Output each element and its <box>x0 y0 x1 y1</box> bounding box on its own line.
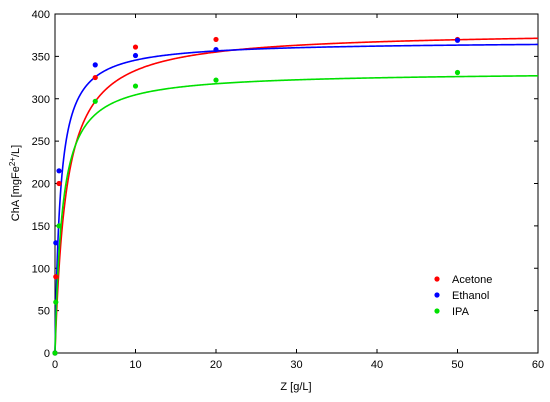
data-point-ethanol <box>213 46 219 53</box>
data-point-ethanol <box>92 62 98 68</box>
legend-marker-ethanol <box>434 292 440 298</box>
data-point-acetone <box>53 274 59 280</box>
data-point-ethanol <box>454 37 461 43</box>
fit-curves <box>54 37 539 353</box>
data-point-ipa <box>92 98 98 104</box>
data-point-ipa <box>454 69 461 76</box>
x-tick-label: 40 <box>371 359 383 371</box>
data-point-ipa <box>52 350 58 356</box>
legend: Acetone Ethanol IPA <box>434 274 492 318</box>
y-tick-label: 100 <box>32 263 50 275</box>
legend-marker-ipa <box>434 308 440 314</box>
y-tick-label: 250 <box>32 136 50 148</box>
data-point-acetone <box>132 44 139 50</box>
data-point-ethanol <box>132 52 139 59</box>
y-tick-label: 0 <box>44 348 50 360</box>
legend-marker-acetone <box>434 276 440 282</box>
y-tick-label: 300 <box>32 94 50 106</box>
data-point-ipa <box>213 77 219 83</box>
plot-frame <box>54 13 539 354</box>
data-point-ipa <box>53 299 59 305</box>
fit-curve-ethanol <box>54 43 539 353</box>
data-point-ethanol <box>53 240 59 246</box>
x-axis-title: Z [g/L] <box>280 381 311 393</box>
y-axis-title: ChA [mgFe2+/L] <box>8 145 22 221</box>
data-points <box>52 36 461 356</box>
x-tick-label: 10 <box>129 359 141 371</box>
legend-label-ipa: IPA <box>452 306 470 318</box>
x-tick-label: 0 <box>52 359 58 371</box>
data-point-acetone <box>92 74 98 81</box>
data-point-acetone <box>213 36 219 43</box>
y-tick-label: 200 <box>32 179 50 191</box>
legend-label-ethanol: Ethanol <box>452 290 489 302</box>
y-tick-label: 50 <box>38 306 50 318</box>
data-point-acetone <box>56 180 62 187</box>
fit-curve-ipa <box>54 74 539 353</box>
x-tick-label: 30 <box>290 359 302 371</box>
x-tick-label: 50 <box>451 359 463 371</box>
x-tick-label: 20 <box>210 359 222 371</box>
data-point-ethanol <box>56 168 62 174</box>
legend-label-acetone: Acetone <box>452 274 492 286</box>
y-tick-label: 150 <box>32 221 50 233</box>
fit-curve-acetone <box>54 37 539 353</box>
x-tick-label: 60 <box>532 359 544 371</box>
y-tick-label: 400 <box>32 9 50 21</box>
x-axis-ticks: 0 10 20 30 40 50 60 <box>52 14 544 371</box>
y-tick-label: 350 <box>32 51 50 63</box>
y-axis-ticks: 0 50 100 150 200 250 300 350 400 <box>32 9 538 360</box>
data-point-ipa <box>132 83 139 89</box>
data-point-ipa <box>56 223 62 229</box>
